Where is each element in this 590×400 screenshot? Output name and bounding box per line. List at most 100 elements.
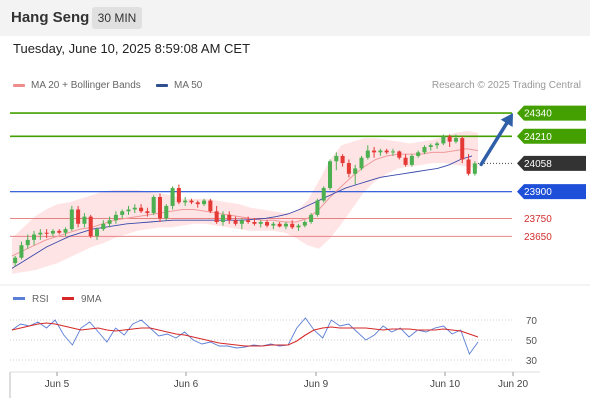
candle — [145, 207, 150, 217]
candle-body — [453, 138, 458, 142]
timestamp: Tuesday, June 10, 2025 8:59:08 AM CET — [13, 41, 251, 56]
candle-body — [428, 145, 433, 147]
candle — [309, 213, 314, 224]
current-price-tag — [517, 155, 586, 171]
rsi-tick-70: 70 — [526, 316, 538, 327]
candle-body — [403, 157, 408, 165]
candle-body — [19, 245, 24, 258]
timeframe-button[interactable]: 30 MIN — [92, 7, 142, 29]
candle — [38, 229, 43, 240]
candle-body — [334, 155, 339, 162]
candle — [126, 205, 131, 215]
candle — [353, 164, 358, 185]
candle — [233, 216, 238, 226]
candle — [202, 198, 207, 206]
candle — [334, 152, 339, 171]
candle-body — [132, 207, 137, 210]
candle — [19, 241, 24, 260]
rsi-tick-50: 50 — [526, 336, 538, 347]
candle — [340, 154, 345, 167]
candle — [346, 159, 351, 178]
candle-body — [176, 188, 181, 203]
candle-body — [107, 220, 112, 224]
x-tick-label: Jun 10 — [430, 379, 460, 390]
candle — [88, 214, 93, 239]
candle — [384, 148, 389, 155]
candle-body — [460, 138, 465, 160]
candle-body — [227, 214, 232, 221]
candle-body — [101, 223, 106, 230]
candle-body — [290, 223, 295, 228]
candle-body — [76, 209, 81, 224]
header-bar: Hang Seng 30 MIN — [0, 0, 590, 36]
candle-body — [183, 200, 188, 203]
candle-body — [271, 223, 276, 226]
candle — [214, 205, 219, 224]
candle-body — [252, 222, 257, 224]
legend-ma50: MA 50 — [156, 80, 202, 91]
candle — [176, 184, 181, 205]
candle — [403, 154, 408, 167]
candle — [164, 204, 169, 221]
candle-body — [409, 155, 414, 165]
candle-body — [32, 234, 37, 240]
target-arrow-head — [500, 113, 513, 127]
candle — [472, 161, 477, 176]
target-arrow-shaft — [479, 121, 509, 167]
candle-body — [384, 150, 389, 153]
candle-body — [296, 225, 301, 228]
current-price-label: 24058 — [524, 159, 552, 170]
x-tick-label: Jun 20 — [498, 379, 528, 390]
candle — [132, 204, 137, 214]
candle — [189, 198, 194, 205]
candle — [441, 134, 446, 146]
candle — [151, 195, 156, 215]
candle — [44, 229, 49, 239]
candle-body — [69, 209, 74, 230]
candle-body — [315, 200, 320, 215]
candle-body — [390, 151, 396, 153]
candle — [327, 159, 333, 190]
candle-body — [145, 211, 150, 214]
candle-body — [63, 229, 68, 233]
candle — [365, 145, 370, 160]
level-tag-24340 — [517, 105, 586, 121]
candle-body — [220, 214, 225, 222]
candle — [466, 154, 471, 176]
candle-body — [309, 214, 314, 222]
candle-body — [195, 202, 200, 205]
candle-body — [435, 143, 440, 146]
bollinger-band — [12, 130, 478, 274]
candle-body — [151, 197, 156, 214]
candle-body — [233, 220, 238, 224]
candle — [372, 147, 377, 158]
candle — [409, 154, 414, 167]
rsi-line — [11, 317, 479, 355]
candle-body — [353, 168, 358, 174]
candle — [246, 216, 251, 224]
candle-body — [359, 157, 364, 169]
candle-body — [38, 232, 43, 235]
candle-body — [277, 223, 282, 227]
candle — [50, 229, 55, 237]
candle-body — [94, 229, 100, 237]
candle — [82, 213, 87, 228]
candle — [69, 205, 74, 231]
candle-body — [321, 188, 326, 201]
candle — [220, 211, 225, 226]
candle — [265, 220, 270, 228]
candle — [359, 155, 364, 171]
candle-body — [88, 216, 93, 237]
candle — [390, 148, 396, 156]
candle — [94, 227, 100, 240]
candle — [302, 220, 307, 228]
legend-ma50-label: MA 50 — [174, 80, 203, 91]
credit-text: Research © 2025 Trading Central — [431, 80, 581, 91]
candle — [453, 134, 458, 144]
candle-body — [472, 163, 477, 174]
level-tag-23900 — [517, 184, 586, 200]
candle — [290, 220, 295, 230]
x-tick-label: Jun 9 — [304, 379, 329, 390]
candle — [435, 141, 440, 149]
